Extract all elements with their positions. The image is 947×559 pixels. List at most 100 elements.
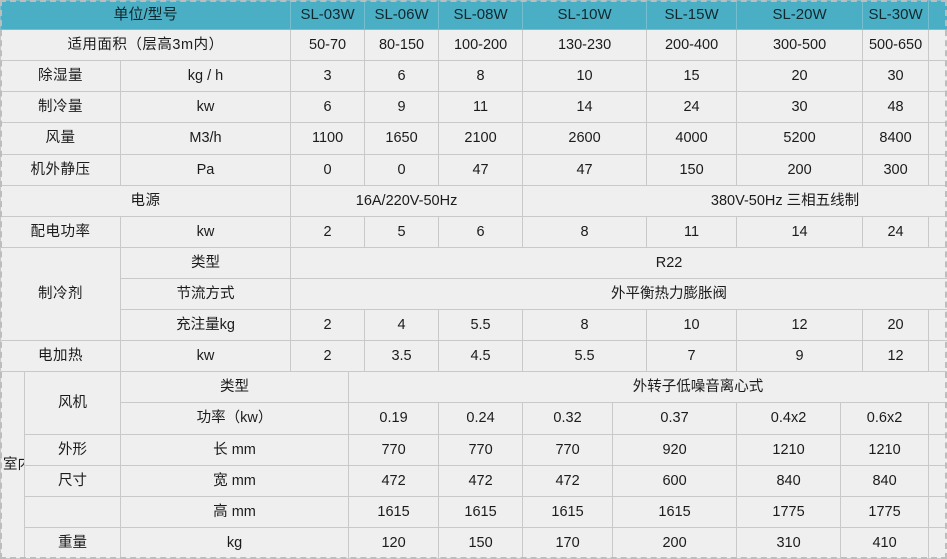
cell-electric-heating-6: 12 [862,340,930,373]
cell-refrigerant-charge-5: 12 [736,309,864,342]
cell-width-3: 600 [612,464,738,497]
cell-cooling-7: 60 [928,91,947,124]
cell-weight-6: 650 [928,526,947,559]
cell-airflow-3: 2600 [522,122,648,155]
cell-fan-power-5: 0.6x2 [840,402,930,435]
header-model-3: SL-10W [522,0,648,31]
row-label-weight: 重量 [24,526,121,559]
cell-height-4: 1775 [736,495,842,528]
table-row-fan-type: 室内机 风机 类型 外转子低噪音离心式 [0,371,947,559]
cell-width-6: 1050 [928,464,947,497]
cell-height-6: 1870 [928,495,947,528]
cell-refrigerant-charge-7: 24 [928,309,947,342]
table-row-area: 适用面积（层高3m内） 50-70 80-150 100-200 130-230… [0,29,947,62]
cell-fan-power-6: 3 [928,402,947,435]
cell-distribution-power-2: 6 [438,215,524,248]
cell-airflow-6: 8400 [862,122,930,155]
cell-electric-heating-3: 5.5 [522,340,648,373]
cell-weight-1: 150 [438,526,524,559]
cell-dehumidify-5: 20 [736,60,864,93]
cell-area-7: 600-980 [928,29,947,62]
row-sublabel-refrigerant-type: 类型 [119,246,292,279]
cell-cooling-2: 11 [438,91,524,124]
row-label-dimension-line1: 外形 [24,433,121,466]
row-label-indoor-unit: 室内机 [0,371,25,559]
cell-cooling-4: 24 [646,91,738,124]
row-label-airflow: 风量 [0,122,121,155]
cell-cooling-1: 9 [364,91,440,124]
row-unit-cooling: kw [119,91,292,124]
cell-fan-power-2: 0.32 [522,402,614,435]
cell-length-2: 770 [522,433,614,466]
cell-area-2: 100-200 [438,29,524,62]
cell-width-5: 840 [840,464,930,497]
cell-power-supply-right: 380V-50Hz 三相五线制 [522,184,947,217]
cell-airflow-5: 5200 [736,122,864,155]
cell-fan-power-4: 0.4x2 [736,402,842,435]
cell-dehumidify-3: 10 [522,60,648,93]
cell-length-0: 770 [348,433,440,466]
cell-length-3: 920 [612,433,738,466]
row-unit-dehumidify: kg / h [119,60,292,93]
cell-distribution-power-4: 11 [646,215,738,248]
header-model-5: SL-20W [736,0,864,31]
cell-fan-power-1: 0.24 [438,402,524,435]
cell-distribution-power-1: 5 [364,215,440,248]
cell-airflow-2: 2100 [438,122,524,155]
header-model-2: SL-08W [438,0,524,31]
cell-width-1: 472 [438,464,524,497]
row-sublabel-fan-type: 类型 [119,371,350,404]
cell-static-pressure-6: 300 [862,153,930,186]
table-row-refrigerant-charge: 充注量kg 2 4 5.5 8 10 12 20 24 [1,309,947,342]
cell-airflow-4: 4000 [646,122,738,155]
cell-dehumidify-1: 6 [364,60,440,93]
cell-dehumidify-0: 3 [290,60,366,93]
table-row-power-supply: 电源 16A/220V-50Hz 380V-50Hz 三相五线制 [0,184,947,217]
cell-length-4: 1210 [736,433,842,466]
cell-height-3: 1615 [612,495,738,528]
table-row-height: 高 mm 1615 1615 1615 1615 1775 1775 1870 … [1,495,947,528]
table-row-distribution-power: 配电功率 kw 2 5 6 8 11 14 24 30 [0,215,947,248]
cell-dehumidify-4: 15 [646,60,738,93]
row-label-dimension-blank [24,495,121,528]
header-model-4: SL-15W [646,0,738,31]
cell-refrigerant-charge-2: 5.5 [438,309,524,342]
table-row-fan-power: 功率（kw） 0.19 0.24 0.32 0.37 0.4x2 0.6x2 3… [1,402,947,435]
header-model-7: SL-40W [928,0,947,31]
cell-area-5: 300-500 [736,29,864,62]
cell-airflow-7: 10500 [928,122,947,155]
table-row-cooling: 制冷量 kw 6 9 11 14 24 30 48 60 [0,91,947,124]
cell-refrigerant-charge-0: 2 [290,309,366,342]
cell-static-pressure-2: 47 [438,153,524,186]
row-unit-weight: kg [119,526,350,559]
cell-distribution-power-5: 14 [736,215,864,248]
cell-weight-3: 200 [612,526,738,559]
cell-height-1: 1615 [438,495,524,528]
cell-cooling-6: 48 [862,91,930,124]
table-row-refrigerant-throttle: 节流方式 外平衡热力膨胀阀 [1,277,947,311]
row-label-area: 适用面积（层高3m内） [0,29,292,62]
cell-distribution-power-3: 8 [522,215,648,248]
row-label-dehumidify: 除湿量 [0,60,121,93]
row-sublabel-refrigerant-charge: 充注量kg [119,309,292,342]
cell-distribution-power-0: 2 [290,215,366,248]
table-row-static-pressure: 机外静压 Pa 0 0 47 47 150 200 300 300 [0,153,947,186]
cell-dehumidify-7: 40 [928,60,947,93]
row-sublabel-height: 高 mm [119,495,350,528]
cell-cooling-3: 14 [522,91,648,124]
cell-width-4: 840 [736,464,842,497]
cell-refrigerant-charge-3: 8 [522,309,648,342]
table-row-refrigerant-type: 制冷剂 类型 R22 [0,246,947,342]
row-sublabel-fan-power: 功率（kw） [119,402,350,435]
cell-static-pressure-1: 0 [364,153,440,186]
table-row-dehumidify: 除湿量 kg / h 3 6 8 10 15 20 30 40 [0,60,947,93]
header-model-1: SL-06W [364,0,440,31]
row-unit-electric-heating: kw [119,340,292,373]
cell-static-pressure-3: 47 [522,153,648,186]
cell-weight-4: 310 [736,526,842,559]
cell-width-0: 472 [348,464,440,497]
table-row-electric-heating: 电加热 kw 2 3.5 4.5 5.5 7 9 12 22 [0,340,947,373]
cell-area-6: 500-650 [862,29,930,62]
cell-airflow-0: 1100 [290,122,366,155]
table-row-airflow: 风量 M3/h 1100 1650 2100 2600 4000 5200 84… [0,122,947,155]
